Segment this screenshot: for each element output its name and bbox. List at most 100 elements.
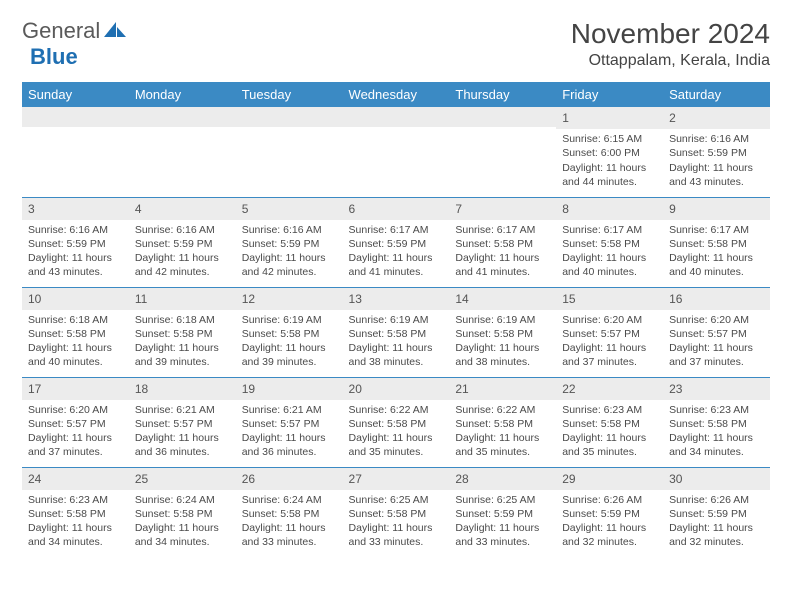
calendar-day-cell: 25Sunrise: 6:24 AMSunset: 5:58 PMDayligh… [129,467,236,557]
day-body: Sunrise: 6:23 AMSunset: 5:58 PMDaylight:… [22,490,129,554]
weekday-header: Saturday [663,82,770,107]
calendar-day-cell: 5Sunrise: 6:16 AMSunset: 5:59 PMDaylight… [236,197,343,287]
calendar-day-cell: 8 Sunrise: 6:17 AMSunset: 5:58 PMDaylight… [556,197,663,287]
location: Ottappalam, Kerala, India [571,52,770,70]
weekday-header: Monday [129,82,236,107]
sunrise-line: Sunrise: 6:24 AM [242,493,337,507]
sunrise-line: Sunrise: 6:19 AM [242,313,337,327]
sunrise-line: Sunrise: 6:25 AM [455,493,550,507]
brand-logo: General [22,18,128,44]
day-body: Sunrise: 6:19 AMSunset: 5:58 PMDaylight:… [236,310,343,374]
calendar-day-cell: 2Sunrise: 6:16 AMSunset: 5:59 PMDaylight… [663,107,770,197]
daylight-line: Daylight: 11 hours and 37 minutes. [669,341,764,369]
sunset-line: Sunset: 5:58 PM [28,507,123,521]
sunset-line: Sunset: 5:58 PM [455,237,550,251]
day-number: 12 [236,288,343,310]
day-number: 19 [236,378,343,400]
sunrise-line: Sunrise: 6:20 AM [28,403,123,417]
calendar-week-row: 3Sunrise: 6:16 AMSunset: 5:59 PMDaylight… [22,197,770,287]
weekday-header: Tuesday [236,82,343,107]
day-body: Sunrise: 6:26 AMSunset: 5:59 PMDaylight:… [663,490,770,554]
calendar-day-cell: 27Sunrise: 6:25 AMSunset: 5:58 PMDayligh… [343,467,450,557]
sunrise-line: Sunrise: 6:17 AM [455,223,550,237]
calendar-week-row: 24Sunrise: 6:23 AMSunset: 5:58 PMDayligh… [22,467,770,557]
sunset-line: Sunset: 5:58 PM [562,417,657,431]
sunset-line: Sunset: 5:59 PM [135,237,230,251]
sunrise-line: Sunrise: 6:20 AM [669,313,764,327]
sunrise-line: Sunrise: 6:18 AM [28,313,123,327]
sunset-line: Sunset: 5:58 PM [669,417,764,431]
day-body: Sunrise: 6:21 AMSunset: 5:57 PMDaylight:… [129,400,236,464]
day-number: 6 [343,198,450,220]
day-number: 26 [236,468,343,490]
sunrise-line: Sunrise: 6:17 AM [562,223,657,237]
sunset-line: Sunset: 5:59 PM [242,237,337,251]
sunset-line: Sunset: 5:58 PM [28,327,123,341]
day-body: Sunrise: 6:25 AMSunset: 5:58 PMDaylight:… [343,490,450,554]
day-body: Sunrise: 6:23 AMSunset: 5:58 PMDaylight:… [556,400,663,464]
day-body: Sunrise: 6:17 AMSunset: 5:59 PMDaylight:… [343,220,450,284]
sunrise-line: Sunrise: 6:15 AM [562,132,657,146]
calendar-day-cell [343,107,450,197]
sunrise-line: Sunrise: 6:19 AM [455,313,550,327]
daylight-line: Daylight: 11 hours and 32 minutes. [562,521,657,549]
day-number-empty [129,107,236,127]
sunrise-line: Sunrise: 6:23 AM [562,403,657,417]
daylight-line: Daylight: 11 hours and 38 minutes. [349,341,444,369]
sunrise-line: Sunrise: 6:19 AM [349,313,444,327]
daylight-line: Daylight: 11 hours and 40 minutes. [562,251,657,279]
day-body: Sunrise: 6:26 AMSunset: 5:59 PMDaylight:… [556,490,663,554]
calendar-day-cell: 3Sunrise: 6:16 AMSunset: 5:59 PMDaylight… [22,197,129,287]
daylight-line: Daylight: 11 hours and 36 minutes. [242,431,337,459]
weekday-header: Friday [556,82,663,107]
day-body: Sunrise: 6:18 AMSunset: 5:58 PMDaylight:… [22,310,129,374]
day-number: 1 [556,107,663,129]
sunrise-line: Sunrise: 6:17 AM [669,223,764,237]
sunset-line: Sunset: 5:58 PM [349,417,444,431]
calendar-day-cell: 12Sunrise: 6:19 AMSunset: 5:58 PMDayligh… [236,287,343,377]
day-body: Sunrise: 6:19 AMSunset: 5:58 PMDaylight:… [343,310,450,374]
sunset-line: Sunset: 5:58 PM [135,507,230,521]
sunset-line: Sunset: 5:57 PM [28,417,123,431]
day-number-empty [449,107,556,127]
daylight-line: Daylight: 11 hours and 32 minutes. [669,521,764,549]
day-number: 17 [22,378,129,400]
sunrise-line: Sunrise: 6:23 AM [669,403,764,417]
calendar-day-cell: 17Sunrise: 6:20 AMSunset: 5:57 PMDayligh… [22,377,129,467]
daylight-line: Daylight: 11 hours and 36 minutes. [135,431,230,459]
daylight-line: Daylight: 11 hours and 33 minutes. [242,521,337,549]
day-body: Sunrise: 6:24 AMSunset: 5:58 PMDaylight:… [129,490,236,554]
calendar-day-cell: 9Sunrise: 6:17 AMSunset: 5:58 PMDaylight… [663,197,770,287]
day-number: 13 [343,288,450,310]
day-body: Sunrise: 6:22 AMSunset: 5:58 PMDaylight:… [343,400,450,464]
calendar-day-cell: 23Sunrise: 6:23 AMSunset: 5:58 PMDayligh… [663,377,770,467]
daylight-line: Daylight: 11 hours and 43 minutes. [669,161,764,189]
daylight-line: Daylight: 11 hours and 33 minutes. [349,521,444,549]
day-number: 8 [556,198,663,220]
weekday-header: Thursday [449,82,556,107]
sunset-line: Sunset: 5:58 PM [562,237,657,251]
daylight-line: Daylight: 11 hours and 39 minutes. [135,341,230,369]
calendar-day-cell [129,107,236,197]
calendar-day-cell: 11Sunrise: 6:18 AMSunset: 5:58 PMDayligh… [129,287,236,377]
sunset-line: Sunset: 5:57 PM [562,327,657,341]
day-number: 3 [22,198,129,220]
month-title: November 2024 [571,18,770,50]
day-number: 7 [449,198,556,220]
sunset-line: Sunset: 6:00 PM [562,146,657,160]
day-number: 4 [129,198,236,220]
sunrise-line: Sunrise: 6:16 AM [242,223,337,237]
calendar-day-cell: 26 Sunrise: 6:24 AMSunset: 5:58 PMDayligh… [236,467,343,557]
daylight-line: Daylight: 11 hours and 34 minutes. [669,431,764,459]
day-number: 5 [236,198,343,220]
sunrise-line: Sunrise: 6:22 AM [349,403,444,417]
daylight-line: Daylight: 11 hours and 34 minutes. [135,521,230,549]
day-number: 16 [663,288,770,310]
daylight-line: Daylight: 11 hours and 37 minutes. [562,341,657,369]
day-number: 25 [129,468,236,490]
daylight-line: Daylight: 11 hours and 40 minutes. [28,341,123,369]
daylight-line: Daylight: 11 hours and 35 minutes. [349,431,444,459]
sunrise-line: Sunrise: 6:24 AM [135,493,230,507]
calendar-day-cell [236,107,343,197]
sunset-line: Sunset: 5:58 PM [242,507,337,521]
